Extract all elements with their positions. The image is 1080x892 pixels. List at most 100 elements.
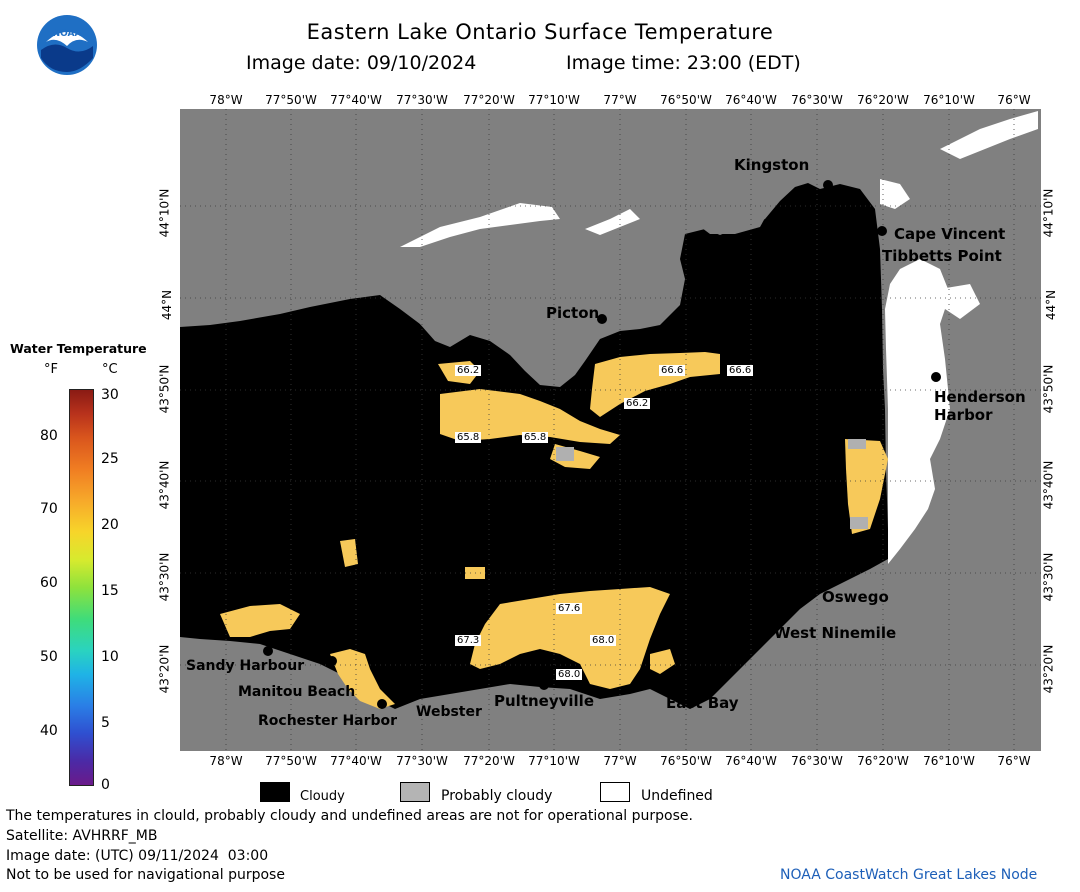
bottom-tick: 76°20'W <box>857 754 909 768</box>
place-label: East Bay <box>666 694 739 712</box>
place-label: West Ninemile <box>774 624 897 642</box>
lake-temperature-map <box>180 109 1041 751</box>
lat-lon-grid <box>180 109 1041 751</box>
amherst-island-land <box>690 204 770 234</box>
top-tick: 76°20'W <box>857 93 909 107</box>
legend-cloudy-swatch <box>260 782 290 802</box>
place-label: Rochester Harbor <box>258 713 398 729</box>
scale-unit-c: °C <box>102 362 118 377</box>
temperature-label: 68.0 <box>590 635 617 646</box>
top-tick: 76°50'W <box>660 93 712 107</box>
city-markers <box>263 180 941 709</box>
image-date: Image date: 09/10/2024 <box>246 52 477 74</box>
left-tick: 43°20'N <box>157 644 172 694</box>
undefined-areas <box>400 111 1038 564</box>
top-tick: 77°W <box>603 93 637 107</box>
place-label: Tibbetts Point <box>882 247 1002 265</box>
utc-date: Image date: (UTC) 09/11/2024 03:00 <box>6 848 269 864</box>
scale-c-label: 0 <box>101 777 110 793</box>
temperature-label: 65.8 <box>455 432 482 443</box>
place-label: Oswego <box>822 588 889 606</box>
temperature-color-scale <box>69 389 94 786</box>
left-tick: 44°N <box>160 289 175 321</box>
right-tick: 43°50'N <box>1041 364 1056 414</box>
temperature-label: 67.6 <box>556 603 583 614</box>
top-tick: 77°40'W <box>330 93 382 107</box>
temperature-label: 67.3 <box>455 635 482 646</box>
bottom-tick: 77°30'W <box>396 754 448 768</box>
scale-c-label: 25 <box>101 451 119 467</box>
scale-f-label: 80 <box>40 428 58 444</box>
navigation-warning: Not to be used for navigational purpose <box>6 867 285 883</box>
temperature-label: 65.8 <box>522 432 549 443</box>
left-tick: 43°50'N <box>157 364 172 414</box>
temperature-label: 68.0 <box>556 669 583 680</box>
top-tick: 76°40'W <box>725 93 777 107</box>
scale-f-label: 40 <box>40 723 58 739</box>
scale-c-label: 10 <box>101 649 119 665</box>
right-tick: 44°10'N <box>1041 188 1056 238</box>
place-label: Pultneyville <box>494 692 594 710</box>
right-tick: 44°N <box>1044 289 1059 321</box>
temperature-label: 66.6 <box>727 365 754 376</box>
bottom-tick: 77°20'W <box>463 754 515 768</box>
top-tick: 78°W <box>209 93 243 107</box>
bottom-tick: 77°40'W <box>330 754 382 768</box>
left-tick: 43°30'N <box>157 552 172 602</box>
bottom-tick: 77°50'W <box>265 754 317 768</box>
legend-probably-cloudy-label: Probably cloudy <box>441 788 553 804</box>
bottom-tick: 76°50'W <box>660 754 712 768</box>
legend-cloudy-label: Cloudy <box>300 789 345 804</box>
top-tick: 76°10'W <box>923 93 975 107</box>
right-tick: 43°30'N <box>1041 552 1056 602</box>
probably-cloudy-patch <box>556 447 574 461</box>
place-label: Sandy Harbour <box>186 658 305 674</box>
place-label: Kingston <box>734 156 810 174</box>
top-tick: 77°30'W <box>396 93 448 107</box>
place-label: Manitou Beach <box>238 684 356 700</box>
top-tick: 77°50'W <box>265 93 317 107</box>
place-label: Webster <box>416 704 482 720</box>
scale-c-label: 15 <box>101 583 119 599</box>
legend-probably-cloudy-swatch <box>400 782 430 802</box>
temperature-label: 66.2 <box>455 365 482 376</box>
scale-c-label: 20 <box>101 517 119 533</box>
top-tick: 76°30'W <box>791 93 843 107</box>
legend-undefined-label: Undefined <box>641 788 713 804</box>
place-label: Cape Vincent <box>894 225 1006 243</box>
warm-water-patches <box>220 352 888 709</box>
bottom-tick: 76°30'W <box>791 754 843 768</box>
logo-text: NOAA <box>53 29 82 39</box>
prince-edward-county-land <box>390 204 600 369</box>
scale-f-label: 70 <box>40 501 58 517</box>
right-tick: 43°20'N <box>1041 644 1056 694</box>
left-tick: 43°40'N <box>157 460 172 510</box>
top-tick: 77°20'W <box>463 93 515 107</box>
temperature-label: 66.2 <box>624 398 651 409</box>
disclaimer-note: The temperatures in clould, probably clo… <box>6 808 693 824</box>
legend-undefined-swatch <box>600 782 630 802</box>
bottom-tick: 77°W <box>603 754 637 768</box>
bottom-tick: 76°W <box>997 754 1031 768</box>
probably-cloudy-patch <box>848 439 866 449</box>
scale-f-label: 50 <box>40 649 58 665</box>
scale-c-label: 5 <box>101 715 110 731</box>
top-tick: 77°10'W <box>528 93 580 107</box>
bottom-tick: 76°40'W <box>725 754 777 768</box>
scale-title: Water Temperature <box>10 341 147 356</box>
image-time: Image time: 23:00 (EDT) <box>566 52 801 74</box>
map-title: Eastern Lake Ontario Surface Temperature <box>306 20 774 44</box>
place-label: Picton <box>546 304 600 322</box>
bottom-tick: 77°10'W <box>528 754 580 768</box>
cloud-covered-lake <box>180 183 888 709</box>
bottom-tick: 76°10'W <box>923 754 975 768</box>
left-tick: 44°10'N <box>157 188 172 238</box>
temperature-label: 66.6 <box>659 365 686 376</box>
top-tick: 76°W <box>997 93 1031 107</box>
satellite-info: Satellite: AVHRRF_MB <box>6 828 158 844</box>
probably-cloudy-patch <box>850 517 868 529</box>
place-label: Henderson Harbor <box>934 388 1026 424</box>
noaa-logo: NOAA <box>37 15 97 75</box>
bottom-tick: 78°W <box>209 754 243 768</box>
credit-line: NOAA CoastWatch Great Lakes Node <box>780 867 1038 883</box>
